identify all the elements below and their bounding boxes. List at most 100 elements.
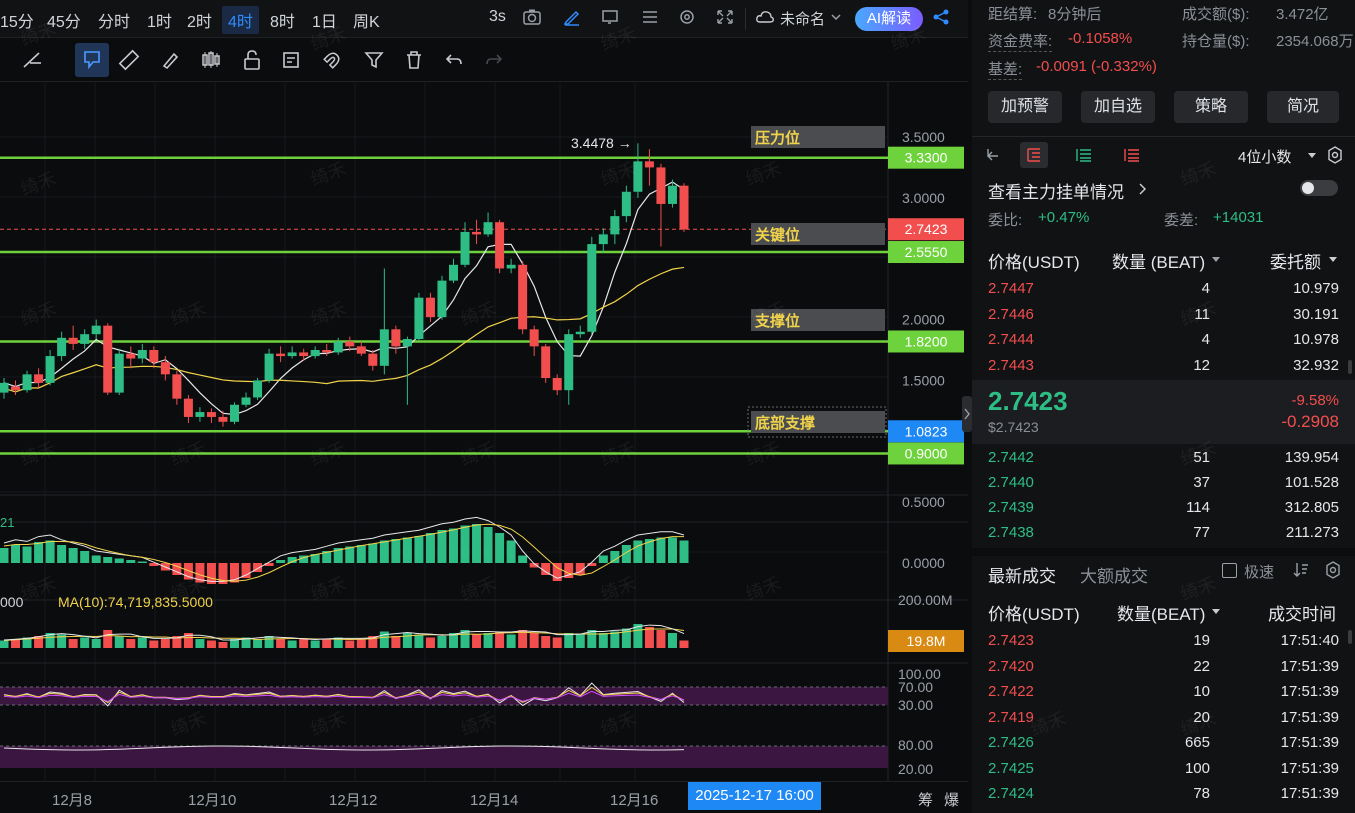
decimal-select[interactable]: 4位小数 — [1238, 149, 1292, 166]
volume-bar — [425, 637, 435, 648]
tf-4h[interactable]: 4时 — [222, 6, 259, 34]
orderbook-asks-icon[interactable] — [1122, 146, 1142, 169]
undo-icon[interactable] — [440, 46, 468, 74]
candle-body — [529, 329, 539, 347]
brush-icon[interactable] — [156, 46, 184, 74]
chevron-down-icon[interactable] — [830, 8, 842, 29]
candle-body — [667, 185, 677, 204]
scrollbar[interactable] — [1348, 630, 1352, 644]
refresh-interval[interactable]: 3s — [489, 8, 506, 25]
orderbook-bids-icon[interactable] — [1074, 146, 1094, 169]
macd-bar — [610, 551, 620, 563]
scrollbar[interactable] — [1348, 360, 1352, 374]
note-edit-icon[interactable] — [278, 46, 306, 74]
volume-bar — [541, 636, 551, 648]
tf-1w[interactable]: 周K — [353, 14, 380, 31]
tf-1d[interactable]: 1日 — [312, 14, 337, 31]
trade-cell: 665 — [1184, 734, 1210, 751]
rsi-axis: 30.00 — [898, 697, 933, 713]
tab-latest-trades[interactable]: 最新成交 — [988, 567, 1056, 586]
line-tool-icon[interactable] — [18, 46, 46, 74]
chips-button[interactable]: 筹 — [918, 792, 934, 809]
macd-bar — [460, 525, 470, 563]
volume-ma-line — [3, 624, 685, 641]
tf-45m[interactable]: 45分 — [47, 14, 81, 31]
volume-bar — [333, 637, 343, 648]
chevron-down-icon[interactable] — [1210, 252, 1222, 271]
replay-icon[interactable] — [600, 8, 620, 31]
redo-icon[interactable] — [480, 46, 508, 74]
candle-body — [149, 350, 159, 363]
y-tick: 2.0000 — [902, 312, 945, 328]
pen-icon[interactable] — [562, 8, 582, 31]
candle-body — [448, 264, 458, 281]
chevron-right-icon[interactable] — [1138, 181, 1148, 202]
trade-cell: 19 — [1193, 632, 1210, 649]
candle-tool-icon[interactable] — [197, 46, 225, 74]
kline-chart[interactable]: 3.5000 3.0000 2.0000 1.5000 0.5000 0.0000 200.… — [0, 82, 968, 782]
layout-name[interactable]: 未命名 — [780, 11, 826, 28]
filter-icon[interactable] — [360, 46, 388, 74]
overview-button[interactable]: 简况 — [1267, 91, 1339, 123]
bid-cell: 139.954 — [1284, 449, 1339, 466]
candle-body — [0, 382, 9, 393]
macd-bar — [667, 537, 677, 563]
list-icon[interactable] — [640, 8, 660, 31]
candle-body — [402, 339, 412, 347]
magnet-icon[interactable] — [318, 46, 346, 74]
ruler-icon[interactable] — [115, 46, 143, 74]
fullscreen-icon[interactable] — [715, 8, 735, 31]
macd-bar — [34, 542, 44, 563]
volume-bar — [518, 630, 528, 648]
tab-large-trades[interactable]: 大额成交 — [1080, 567, 1148, 586]
macd-bar — [11, 545, 21, 563]
kdj-band — [0, 746, 888, 768]
trash-icon[interactable] — [400, 46, 428, 74]
last-price-block: 2.7423 $2.7423 -9.58% -0.2908 — [972, 380, 1355, 444]
trade-cell: 22 — [1193, 657, 1210, 675]
volume-bar — [253, 639, 263, 648]
kdj-line — [3, 745, 685, 751]
funding-label[interactable]: 资金费率: — [988, 30, 1053, 52]
tf-15m[interactable]: 15分 — [0, 14, 34, 31]
tf-2h[interactable]: 2时 — [187, 14, 212, 31]
ask-cell: 10.978 — [1293, 331, 1339, 348]
ob-header-qty[interactable]: 数量 (BEAT) — [1112, 253, 1206, 272]
ob-header-amount[interactable]: 委托额 — [1270, 253, 1321, 272]
camera-icon[interactable] — [522, 8, 542, 31]
tf-timeshare[interactable]: 分时 — [98, 14, 131, 31]
pointer-tool-icon[interactable] — [75, 43, 109, 77]
panel-collapse-handle[interactable] — [962, 396, 972, 432]
trade-cell: 2.7422 — [988, 683, 1034, 700]
trade-header-qty[interactable]: 数量(BEAT) — [1117, 605, 1206, 624]
tf-8h[interactable]: 8时 — [270, 14, 295, 31]
volume-bar — [598, 633, 608, 648]
settings-icon[interactable] — [1325, 145, 1345, 170]
share-icon[interactable] — [931, 8, 951, 31]
main-orders-toggle[interactable] — [1300, 180, 1338, 196]
chevron-down-icon[interactable] — [1210, 604, 1222, 623]
main-orders-link[interactable]: 查看主力挂单情况 — [988, 183, 1124, 202]
liquidation-button[interactable]: 爆 — [944, 792, 960, 809]
add-alert-button[interactable]: 加预警 — [988, 91, 1062, 123]
chevron-down-icon[interactable] — [1327, 252, 1339, 271]
orderbook-mixed-icon[interactable] — [1020, 142, 1048, 168]
strategy-button[interactable]: 策略 — [1174, 91, 1248, 123]
candle-body — [483, 222, 493, 235]
chevron-down-icon[interactable] — [1306, 148, 1318, 167]
candle-body — [45, 356, 55, 383]
tf-1h[interactable]: 1时 — [147, 14, 172, 31]
ai-interpret-button[interactable]: AI解读 — [855, 7, 923, 31]
settings-icon[interactable] — [1323, 560, 1343, 585]
add-watchlist-button[interactable]: 加自选 — [1081, 91, 1155, 123]
orderbook-both-icon[interactable] — [984, 146, 1004, 169]
unlock-icon[interactable] — [238, 46, 266, 74]
fast-checkbox[interactable] — [1222, 563, 1237, 578]
ask-cell: 2.7446 — [988, 305, 1034, 323]
settings-icon[interactable] — [677, 8, 697, 31]
macd-bar — [276, 560, 286, 563]
macd-bar — [172, 563, 182, 575]
trade-cell: 2.7419 — [988, 708, 1034, 726]
sort-icon[interactable] — [1292, 561, 1310, 584]
basis-label[interactable]: 基差: — [988, 58, 1023, 80]
